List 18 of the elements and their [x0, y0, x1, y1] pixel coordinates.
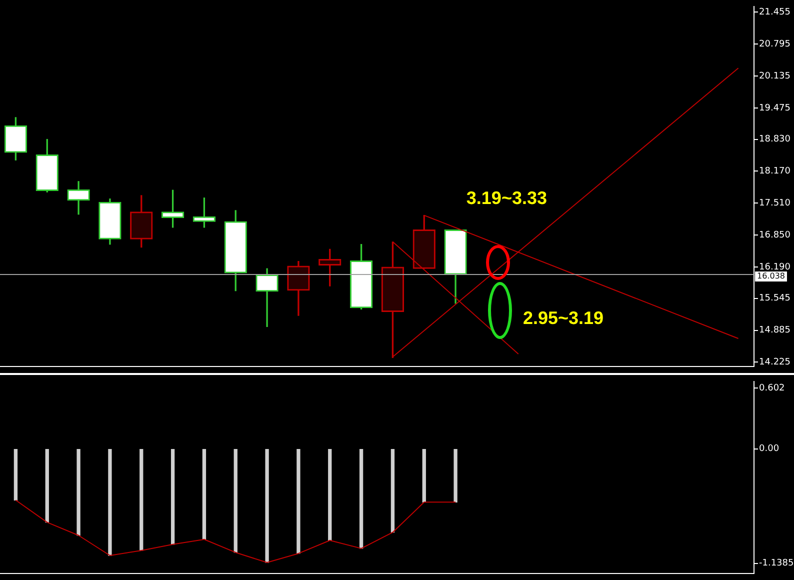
y-tick-label: 18.830: [759, 134, 791, 145]
y-tick-label: 0.00: [759, 444, 780, 454]
y-tick-label: 19.475: [759, 103, 790, 114]
y-tick-label: -1.1385: [759, 558, 794, 569]
y-tick-label: 0.602: [759, 384, 785, 394]
y-tick-label: 15.545: [759, 294, 790, 304]
y-tick-label: 17.510: [759, 198, 791, 209]
y-tick-label: 16.850: [759, 230, 791, 240]
y-tick-label: 14.225: [759, 358, 790, 368]
y-tick-label: 20.135: [759, 71, 790, 82]
annotation: 3.19~3.33: [466, 188, 547, 208]
ref-line-label: 16.038: [757, 272, 785, 281]
y-tick-label: 21.455: [759, 8, 790, 18]
y-tick-label: 20.795: [759, 40, 790, 50]
y-tick-label: 18.170: [759, 166, 791, 177]
y-tick-label: 16.190: [759, 262, 791, 272]
annotation: 2.95~3.19: [522, 308, 604, 328]
y-tick-label: 14.885: [759, 326, 790, 336]
